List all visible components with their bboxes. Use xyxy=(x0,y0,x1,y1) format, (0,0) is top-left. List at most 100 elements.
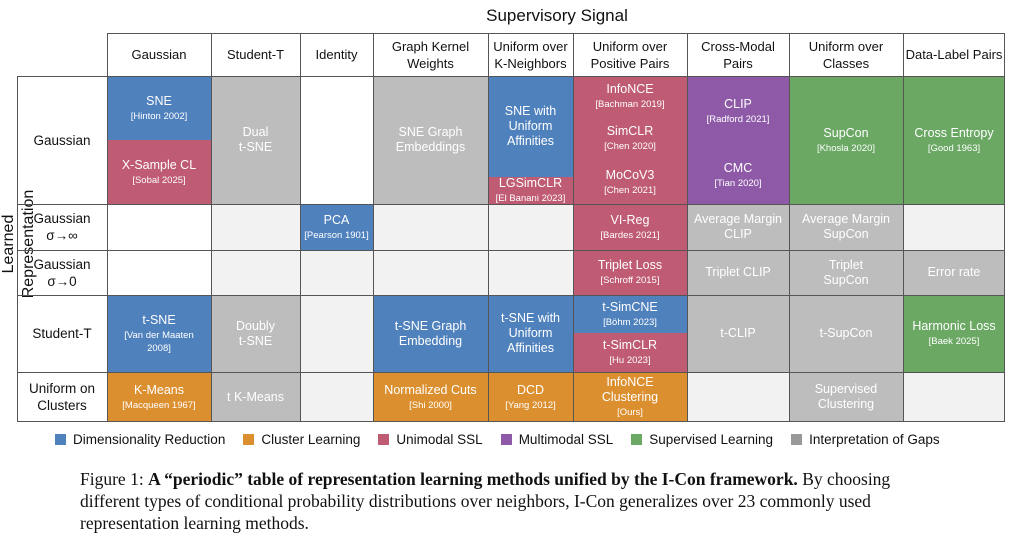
method-cell: SNE with Uniform Affinities xyxy=(488,76,573,177)
method-citation: [Hu 2023] xyxy=(609,355,651,366)
method-cell: t-SimCNE [Böhm 2023] xyxy=(573,295,687,333)
method-cell: K-Means [Macqueen 1967] xyxy=(107,372,211,422)
method-cell: MoCoV3 [Chen 2021] xyxy=(573,161,687,204)
row-header: Student-T xyxy=(32,326,92,341)
empty-cell xyxy=(903,372,1005,422)
legend: Dimensionality Reduction Cluster Learning… xyxy=(55,428,1005,450)
column-header: Student-T xyxy=(226,47,285,62)
row-header: Gaussian σ→0 xyxy=(33,256,91,289)
legend-swatch xyxy=(243,433,255,445)
legend-label: Interpretation of Gaps xyxy=(809,431,940,447)
empty-cell xyxy=(300,372,373,422)
method-cell: t K-Means xyxy=(211,372,300,422)
method-name: t-SimCNE xyxy=(602,299,658,314)
method-name: t-SimCLR xyxy=(602,338,658,352)
empty-cell xyxy=(373,250,488,295)
column-header: Gaussian xyxy=(131,47,187,62)
legend-swatch xyxy=(55,433,66,445)
method-cell: Error rate xyxy=(903,250,1005,295)
method-cell: t-SNE [Van der Maaten 2008] xyxy=(107,295,211,372)
method-citation: [Macqueen 1967] xyxy=(122,399,196,411)
method-name: t-SNE with Uniform Affinities xyxy=(500,311,561,355)
legend-item: Unimodal SSL xyxy=(378,432,483,447)
method-name: Supervised Clustering xyxy=(814,382,878,411)
column-header: Uniform over Classes xyxy=(808,38,884,71)
method-name: X-Sample CL xyxy=(121,157,197,172)
method-citation: [Schroff 2015] xyxy=(600,275,660,286)
method-cell: Triplet CLIP xyxy=(687,250,789,295)
method-cell: Average Margin SupCon xyxy=(789,204,903,250)
method-citation: [Hinton 2002] xyxy=(130,110,188,122)
legend-item: Supervised Learning xyxy=(631,432,773,447)
legend-item: Cluster Learning xyxy=(243,432,360,447)
method-name: LGSimCLR xyxy=(498,177,563,190)
method-cell: Triplet Loss [Schroff 2015] xyxy=(573,250,687,295)
method-cell: SNE Graph Embeddings xyxy=(373,76,488,204)
empty-cell xyxy=(488,204,573,250)
method-name: Normalized Cuts xyxy=(384,382,477,397)
method-citation: [Sobal 2025] xyxy=(132,174,186,186)
method-cell: CLIP [Radford 2021] xyxy=(687,76,789,146)
method-name: InfoNCE xyxy=(606,81,654,96)
method-name: SNE Graph Embeddings xyxy=(395,125,466,154)
method-cell: SimCLR [Chen 2020] xyxy=(573,116,687,161)
method-name: K-Means xyxy=(133,382,185,397)
method-name: Cross Entropy xyxy=(914,125,994,140)
method-cell: X-Sample CL [Sobal 2025] xyxy=(107,140,211,204)
empty-cell xyxy=(300,250,373,295)
method-name: Average Margin CLIP xyxy=(693,212,782,241)
method-cell: Dual t-SNE xyxy=(211,76,300,204)
method-name: Error rate xyxy=(927,265,981,279)
column-header: Identity xyxy=(315,47,358,62)
row-header: Gaussian σ→∞ xyxy=(33,211,91,243)
method-name: SNE with Uniform Affinities xyxy=(504,104,557,148)
method-cell: SNE [Hinton 2002] xyxy=(107,76,211,140)
method-name: t-CLIP xyxy=(720,326,756,340)
method-name: CLIP xyxy=(724,96,752,111)
method-cell: t-SimCLR [Hu 2023] xyxy=(573,333,687,372)
method-name: Triplet CLIP xyxy=(705,265,771,279)
method-cell: CMC [Tian 2020] xyxy=(687,146,789,204)
legend-label: Cluster Learning xyxy=(261,431,361,447)
column-header: Data-Label Pairs xyxy=(905,47,1003,62)
method-cell: VI-Reg [Bardes 2021] xyxy=(573,204,687,250)
legend-swatch xyxy=(378,433,390,445)
caption-rest: By choosing different types of condition… xyxy=(80,469,891,533)
method-name: t-SNE xyxy=(142,312,176,327)
legend-item: Dimensionality Reduction xyxy=(55,432,225,447)
method-cell: Harmonic Loss [Baek 2025] xyxy=(903,295,1005,372)
legend-label: Supervised Learning xyxy=(649,431,774,447)
method-cell: Cross Entropy [Good 1963] xyxy=(903,76,1005,204)
empty-cell xyxy=(211,250,300,295)
method-citation: [Ours] xyxy=(617,407,643,418)
method-citation: [Bardes 2021] xyxy=(600,229,660,241)
method-cell: InfoNCE [Bachman 2019] xyxy=(573,76,687,116)
periodic-table: SNE [Hinton 2002] X-Sample CL [Sobal 2025] D… xyxy=(17,33,1005,422)
column-header: Graph Kernel Weights xyxy=(391,38,470,71)
method-citation: [Baek 2025] xyxy=(928,336,980,347)
method-name: t-SNE Graph Embedding xyxy=(394,318,467,348)
method-name: SupCon xyxy=(823,125,869,140)
method-cell: InfoNCE Clustering [Ours] xyxy=(573,372,687,422)
column-header: Uniform over K-Neighbors xyxy=(493,38,568,71)
method-citation: [Shi 2000] xyxy=(409,399,452,411)
method-citation: [Bachman 2019] xyxy=(595,98,665,110)
method-name: SimCLR xyxy=(606,124,654,138)
method-citation: [Good 1963] xyxy=(927,142,981,154)
method-citation: [Pearson 1901] xyxy=(304,229,369,241)
supervisory-signal-title: Supervisory Signal xyxy=(486,6,628,25)
method-name: SNE xyxy=(146,93,172,108)
method-cell: t-SupCon xyxy=(789,295,903,372)
method-name: Harmonic Loss xyxy=(912,319,996,333)
caption-bold: A “periodic” table of representation lea… xyxy=(148,469,798,489)
method-citation: [Khosla 2020] xyxy=(816,142,876,154)
legend-swatch xyxy=(500,433,512,445)
method-name: Doubly t-SNE xyxy=(236,318,275,348)
method-name: t-SupCon xyxy=(819,326,873,340)
legend-swatch xyxy=(791,433,803,445)
method-name: PCA xyxy=(323,212,350,227)
method-name: VI-Reg xyxy=(610,212,650,227)
empty-cell xyxy=(373,204,488,250)
method-citation: [Radford 2021] xyxy=(706,113,770,125)
method-name: Dual t-SNE xyxy=(238,125,273,154)
